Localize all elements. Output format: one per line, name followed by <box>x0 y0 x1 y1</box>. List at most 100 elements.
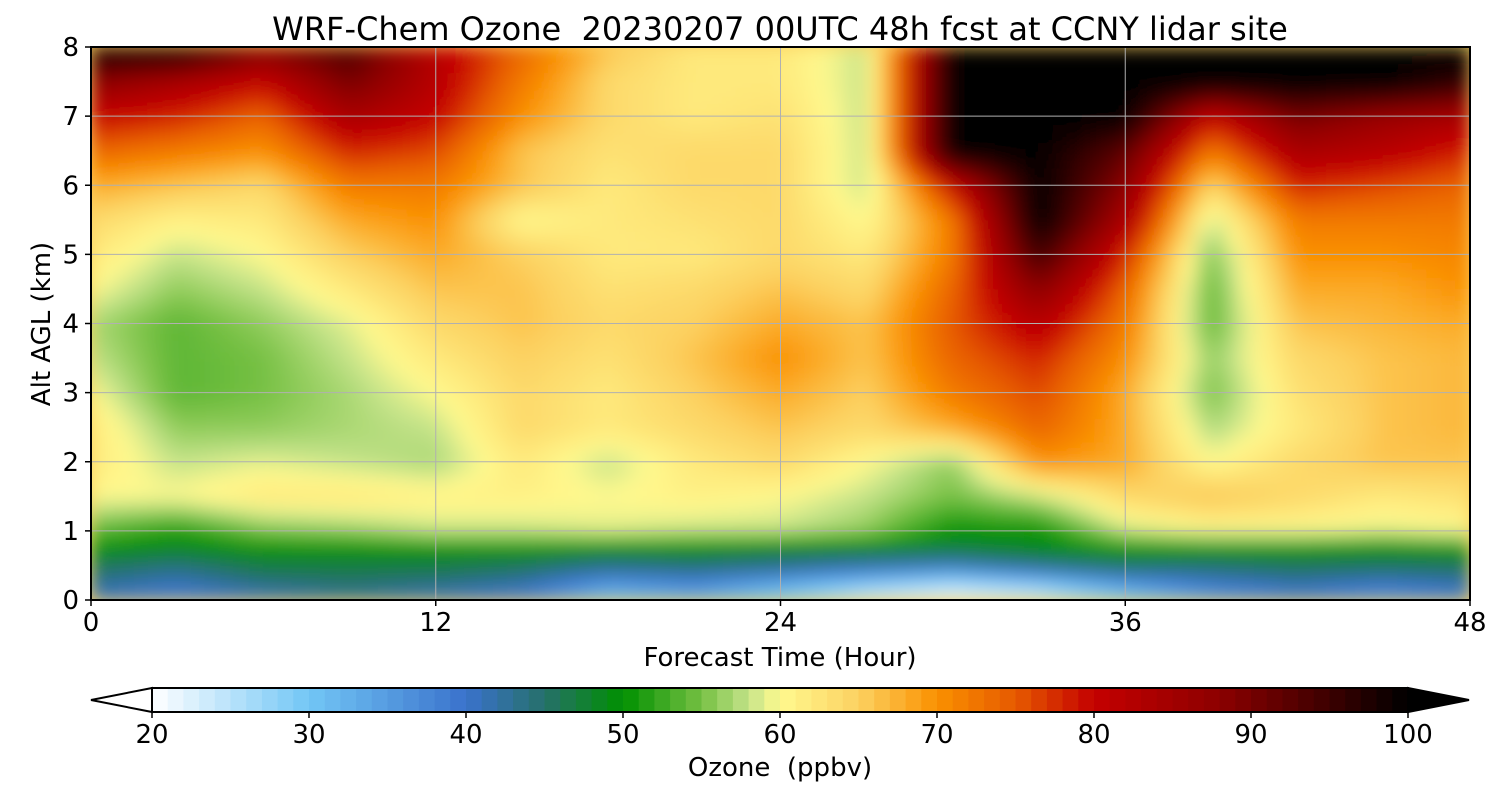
heatmap-cell <box>722 409 738 420</box>
heatmap-cell <box>507 452 523 463</box>
heatmap-cell <box>320 176 336 186</box>
heatmap-cell <box>435 279 451 290</box>
heatmap-cell <box>162 530 178 541</box>
heatmap-cell <box>1167 573 1184 584</box>
heatmap-cell <box>1153 495 1169 506</box>
heatmap-cell <box>277 452 293 463</box>
heatmap-cell <box>1038 374 1054 385</box>
heatmap-cell <box>1167 513 1184 523</box>
heatmap-cell <box>521 348 537 359</box>
heatmap-cell <box>550 521 566 532</box>
heatmap-cell <box>1081 564 1098 575</box>
heatmap-cell <box>578 530 595 541</box>
heatmap-cell <box>463 271 480 281</box>
heatmap-cell <box>938 495 954 506</box>
heatmap-cell <box>909 547 925 558</box>
heatmap-cell <box>995 582 1011 592</box>
heatmap-cell <box>349 400 365 411</box>
heatmap-cell <box>722 513 738 523</box>
heatmap-cell <box>1268 435 1284 445</box>
heatmap-cell <box>1282 158 1299 169</box>
heatmap-cell <box>866 184 882 195</box>
heatmap-cell <box>478 478 494 489</box>
heatmap-cell <box>119 383 135 394</box>
heatmap-cell <box>492 530 509 541</box>
heatmap-cell <box>1167 245 1184 255</box>
heatmap-cell <box>133 176 149 186</box>
heatmap-cell <box>636 564 652 575</box>
heatmap-cell <box>621 418 638 428</box>
heatmap-cell <box>679 262 695 273</box>
heatmap-cell <box>406 469 422 480</box>
heatmap-cell <box>191 374 207 385</box>
heatmap-cell <box>1426 426 1442 437</box>
heatmap-cell <box>1368 176 1385 186</box>
heatmap-cell <box>1397 279 1414 290</box>
heatmap-cell <box>119 348 135 359</box>
heatmap-cell <box>693 184 710 195</box>
heatmap-cell <box>234 288 250 299</box>
heatmap-cell <box>1282 539 1299 549</box>
heatmap-cell <box>621 487 638 497</box>
heatmap-cell <box>104 288 121 299</box>
heatmap-cell <box>851 279 868 290</box>
heatmap-cell <box>320 443 336 454</box>
heatmap-cell <box>1354 530 1370 541</box>
heatmap-cell <box>1239 556 1256 566</box>
heatmap-cell <box>1210 150 1227 160</box>
heatmap-cell <box>1139 435 1155 445</box>
heatmap-cell <box>593 305 609 316</box>
heatmap-cell <box>550 513 566 523</box>
heatmap-cell <box>1383 443 1399 454</box>
heatmap-cell <box>1067 150 1083 160</box>
heatmap-cell <box>392 547 408 558</box>
heatmap-cell <box>894 167 911 178</box>
heatmap-cell <box>1340 521 1356 532</box>
heatmap-cell <box>507 590 523 600</box>
heatmap-cell <box>119 443 135 454</box>
heatmap-cell <box>995 348 1011 359</box>
heatmap-cell <box>507 210 523 221</box>
heatmap-cell <box>736 202 753 212</box>
heatmap-cell <box>894 279 911 290</box>
heatmap-cell <box>650 297 667 307</box>
heatmap-cell <box>1455 279 1470 290</box>
heatmap-cell <box>363 167 379 178</box>
heatmap-cell <box>1096 227 1112 238</box>
heatmap-cell <box>1397 245 1414 255</box>
heatmap-cell <box>305 323 322 333</box>
heatmap-cell <box>564 331 580 342</box>
heatmap-cell <box>981 271 997 281</box>
heatmap-cell <box>1009 331 1026 342</box>
heatmap-cell <box>449 409 465 420</box>
heatmap-cell <box>851 314 868 324</box>
heatmap-cell <box>521 573 537 584</box>
heatmap-cell <box>305 253 322 264</box>
heatmap-cell <box>780 348 796 359</box>
heatmap-cell <box>966 305 983 316</box>
heatmap-cell <box>722 210 738 221</box>
heatmap-cell <box>780 210 796 221</box>
heatmap-cell <box>880 288 896 299</box>
heatmap-cell <box>420 271 437 281</box>
heatmap-cell <box>334 227 351 238</box>
heatmap-cell <box>636 418 652 428</box>
heatmap-cell <box>262 573 279 584</box>
heatmap-cell <box>1340 469 1356 480</box>
heatmap-cell <box>291 150 307 160</box>
heatmap-cell <box>463 435 480 445</box>
heatmap-cell <box>248 383 264 394</box>
heatmap-cell <box>1254 513 1270 523</box>
heatmap-cell <box>521 357 537 368</box>
heatmap-cell <box>722 418 738 428</box>
heatmap-cell <box>507 323 523 333</box>
heatmap-cell <box>349 323 365 333</box>
heatmap-cell <box>1340 193 1356 204</box>
heatmap-cell <box>851 357 868 368</box>
heatmap-cell <box>736 418 753 428</box>
heatmap-cell <box>420 253 437 264</box>
heatmap-cell <box>262 210 279 221</box>
heatmap-cell <box>1397 210 1414 221</box>
heatmap-cell <box>406 443 422 454</box>
heatmap-cell <box>377 340 394 350</box>
